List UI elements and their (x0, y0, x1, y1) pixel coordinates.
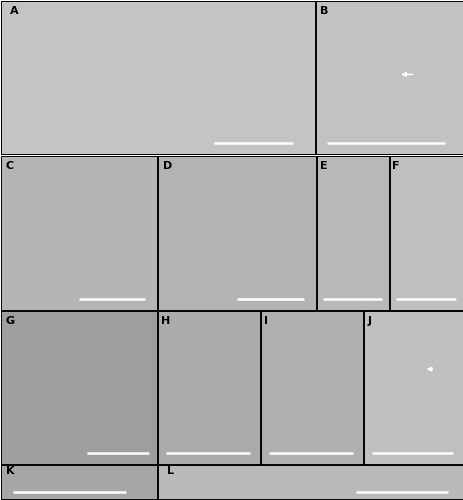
Text: F: F (392, 160, 399, 170)
Text: J: J (366, 316, 370, 326)
Text: I: I (264, 316, 268, 326)
Text: C: C (6, 160, 14, 170)
Text: A: A (10, 6, 19, 16)
Text: G: G (6, 316, 15, 326)
Text: B: B (319, 6, 328, 16)
Text: K: K (6, 466, 14, 476)
Text: H: H (161, 316, 170, 326)
Text: D: D (163, 160, 172, 170)
Text: E: E (319, 160, 326, 170)
Text: L: L (167, 466, 174, 476)
